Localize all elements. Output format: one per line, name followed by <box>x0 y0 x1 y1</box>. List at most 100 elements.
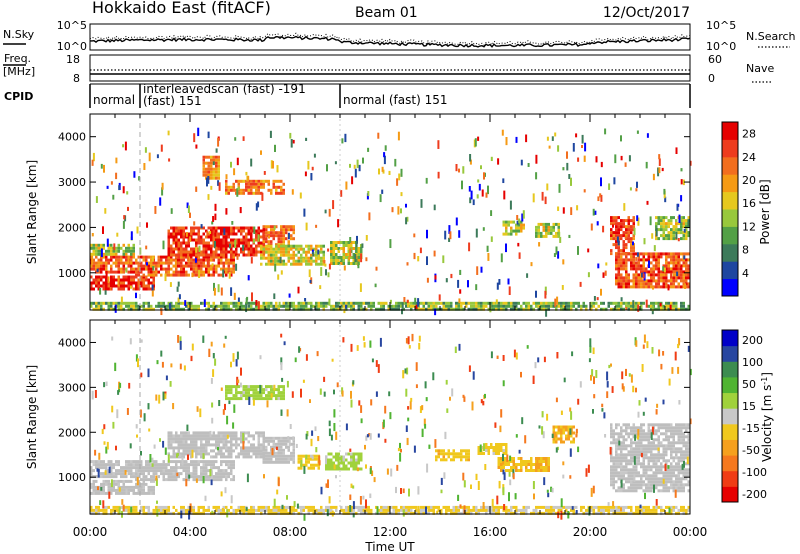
heatmap-cell <box>655 459 658 463</box>
heatmap-cell <box>612 474 615 478</box>
heatmap-cell <box>282 188 285 192</box>
heatmap-cell <box>187 264 190 268</box>
heatmap-cell <box>677 486 680 490</box>
heatmap-cell <box>362 301 365 305</box>
heatmap-cell <box>355 461 358 465</box>
heatmap-cell <box>647 255 650 259</box>
heatmap-cell <box>575 301 578 305</box>
heatmap-cell <box>140 472 143 476</box>
heatmap-cell <box>630 267 633 271</box>
heatmap-cell <box>485 449 488 452</box>
heatmap-cell <box>250 307 253 311</box>
heatmap-cell <box>687 423 690 427</box>
heatmap-cell <box>135 463 138 467</box>
heatmap-speckle <box>304 298 307 302</box>
noise-left-tick-bottom: 10^0 <box>57 40 87 53</box>
heatmap-speckle <box>520 226 523 233</box>
heatmap-cell <box>187 449 190 453</box>
heatmap-cell <box>275 508 278 512</box>
heatmap-cell <box>205 270 208 274</box>
heatmap-cell <box>270 460 273 464</box>
heatmap-speckle <box>548 145 551 149</box>
cpid-segment-2-line2: (fast) 151 <box>143 94 202 108</box>
heatmap-cell <box>225 182 228 186</box>
heatmap-cell <box>315 262 318 266</box>
heatmap-cell <box>615 489 618 493</box>
heatmap-cell <box>405 301 408 305</box>
heatmap-cell <box>167 431 170 435</box>
heatmap-cell <box>497 301 500 305</box>
heatmap-cell <box>210 170 213 174</box>
heatmap-speckle <box>292 139 295 144</box>
heatmap-cell <box>222 505 225 509</box>
heatmap-cell <box>222 307 225 311</box>
heatmap-cell <box>275 256 278 260</box>
heatmap-cell <box>630 441 633 445</box>
heatmap-cell <box>205 229 208 233</box>
heatmap-cell <box>227 250 230 254</box>
heatmap-cell <box>142 307 145 311</box>
heatmap-cell <box>130 479 133 483</box>
heatmap-cell <box>170 253 173 257</box>
heatmap-cell <box>220 244 223 248</box>
heatmap-speckle <box>503 190 506 200</box>
heatmap-cell <box>162 508 165 512</box>
heatmap-cell <box>125 466 128 470</box>
heatmap-cell <box>357 250 360 253</box>
heatmap-cell <box>645 444 648 448</box>
heatmap-cell <box>245 247 248 251</box>
heatmap-cell <box>130 252 133 256</box>
heatmap-cell <box>675 468 678 472</box>
heatmap-cell <box>260 449 263 453</box>
heatmap-cell <box>332 455 335 459</box>
heatmap-cell <box>612 429 615 433</box>
heatmap-cell <box>552 434 555 438</box>
heatmap-speckle <box>151 290 154 297</box>
heatmap-speckle <box>667 284 670 291</box>
heatmap-speckle <box>675 147 678 155</box>
heatmap-cell <box>197 307 200 311</box>
heatmap-cell <box>275 191 278 195</box>
heatmap-cell <box>222 264 225 268</box>
heatmap-speckle <box>526 273 529 278</box>
heatmap-cell <box>190 235 193 239</box>
heatmap-cell <box>260 508 263 512</box>
heatmap-cell <box>180 301 183 305</box>
heatmap-cell <box>265 240 268 244</box>
heatmap-cell <box>505 457 508 460</box>
heatmap-cell <box>195 264 198 268</box>
heatmap-cell <box>137 466 140 470</box>
heatmap-cell <box>190 301 193 305</box>
heatmap-cell <box>657 276 660 280</box>
heatmap-cell <box>202 261 205 265</box>
heatmap-cell <box>95 255 98 259</box>
heatmap-cell <box>667 270 670 274</box>
heatmap-cell <box>452 449 455 453</box>
heatmap-cell <box>167 478 170 482</box>
heatmap-cell <box>135 482 138 486</box>
heatmap-cell <box>225 307 228 311</box>
heatmap-cell <box>212 466 215 470</box>
heatmap-speckle <box>486 245 489 252</box>
heatmap-cell <box>640 444 643 448</box>
heatmap-cell <box>212 511 215 515</box>
heatmap-cell <box>232 394 235 398</box>
heatmap-cell <box>245 452 248 456</box>
heatmap-cell <box>112 505 115 509</box>
heatmap-cell <box>90 508 93 512</box>
heatmap-cell <box>442 449 445 453</box>
heatmap-cell <box>645 489 648 493</box>
heatmap-speckle <box>207 131 210 139</box>
heatmap-speckle <box>516 215 519 220</box>
heatmap-cell <box>277 394 280 398</box>
heatmap-speckle <box>516 220 519 225</box>
heatmap-cell <box>440 452 443 456</box>
heatmap-cell <box>190 229 193 233</box>
heatmap-cell <box>192 449 195 453</box>
heatmap-cell <box>622 231 625 235</box>
heatmap-cell <box>612 480 615 484</box>
heatmap-cell <box>230 452 233 456</box>
heatmap-cell <box>252 452 255 456</box>
heatmap-cell <box>115 255 118 259</box>
heatmap-cell <box>105 475 108 479</box>
